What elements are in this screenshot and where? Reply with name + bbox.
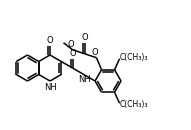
Text: O: O	[91, 48, 98, 57]
Text: NH: NH	[78, 75, 91, 84]
Text: O: O	[47, 36, 53, 45]
Text: NH: NH	[45, 83, 57, 92]
Text: O: O	[67, 40, 74, 49]
Text: O: O	[69, 49, 76, 58]
Text: C(CH₃)₃: C(CH₃)₃	[119, 53, 148, 62]
Text: O: O	[81, 33, 88, 42]
Text: C(CH₃)₃: C(CH₃)₃	[119, 100, 148, 109]
